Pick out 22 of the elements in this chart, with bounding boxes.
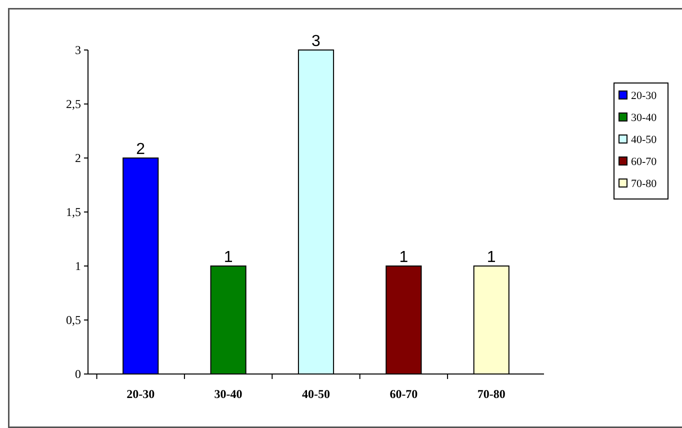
x-tick-label: 60-70 [390,387,418,401]
legend-label: 40-50 [631,134,658,146]
y-tick-label: 0 [75,367,81,382]
data-label: 3 [312,33,321,50]
x-tick-label: 40-50 [302,387,330,401]
y-tick-label: 2 [75,151,81,166]
data-label: 1 [399,249,408,266]
y-tick-label: 0,5 [66,313,81,328]
x-tick-label: 70-80 [477,387,506,401]
data-label: 1 [224,249,233,266]
x-tick-label: 20-30 [126,387,155,401]
legend-label: 60-70 [631,156,658,168]
y-tick-label: 1,5 [66,205,81,220]
legend-label: 20-30 [631,90,658,102]
y-tick-label: 1 [75,259,81,274]
x-tick-label: 30-40 [214,387,242,401]
data-label: 2 [136,141,146,158]
data-label: 1 [486,249,496,266]
legend-label: 70-80 [631,178,658,190]
y-tick-label: 2,5 [66,97,81,112]
y-tick-label: 3 [75,43,81,58]
legend-label: 30-40 [631,112,658,124]
